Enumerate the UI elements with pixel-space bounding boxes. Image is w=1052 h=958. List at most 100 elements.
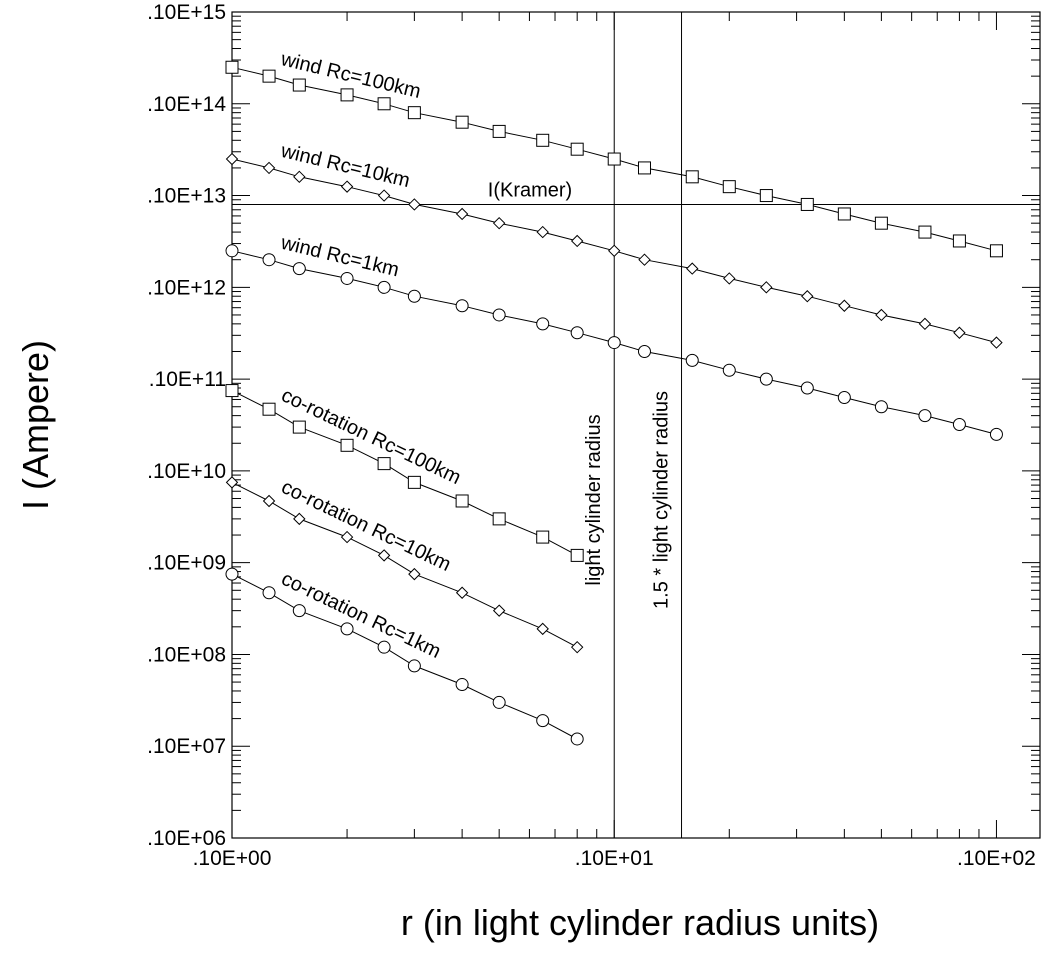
y-tick-label: .10E+08	[147, 643, 226, 666]
square-marker	[570, 142, 584, 156]
square-marker	[607, 152, 621, 166]
diamond-marker	[225, 476, 239, 489]
series-group	[225, 244, 1003, 441]
vertical-reference-label: light cylinder radius	[583, 414, 605, 585]
square-marker	[800, 197, 814, 211]
circle-marker	[225, 567, 239, 581]
circle-marker	[952, 418, 966, 432]
square-marker	[225, 60, 239, 74]
data-series	[225, 60, 1003, 746]
series-line	[231, 573, 578, 740]
circle-marker	[377, 280, 391, 294]
square-marker	[874, 216, 888, 230]
circle-marker	[759, 372, 773, 386]
diamond-marker	[340, 530, 354, 544]
square-marker	[952, 234, 966, 248]
y-tick-label: .10E+07	[147, 735, 226, 758]
series-line	[231, 390, 578, 556]
diamond-marker	[408, 198, 421, 211]
circle-marker	[455, 678, 469, 692]
diamond-marker	[262, 161, 276, 175]
circle-marker	[918, 409, 932, 423]
vertical-reference-label: 1.5 * light cylinder radius	[651, 391, 673, 609]
circle-marker	[637, 344, 651, 358]
circle-marker	[492, 695, 506, 709]
diamond-marker	[608, 244, 621, 258]
diamond-marker	[340, 180, 354, 193]
circle-marker	[407, 289, 421, 303]
diamond-marker	[760, 281, 773, 294]
horizontal-reference-label: I(Kramer)	[488, 179, 572, 201]
diamond-marker	[570, 640, 584, 654]
square-marker	[492, 124, 506, 138]
plot-frame	[231, 11, 1041, 839]
series-group	[225, 152, 1003, 349]
diamond-marker	[455, 586, 469, 599]
diamond-marker	[492, 604, 506, 617]
circle-marker	[292, 262, 306, 276]
circle-marker	[225, 244, 239, 258]
square-marker	[340, 88, 354, 102]
diamond-marker	[990, 336, 1003, 349]
square-marker	[455, 494, 469, 508]
circle-marker	[340, 622, 354, 636]
series-group	[225, 60, 1003, 258]
circle-marker	[536, 714, 550, 728]
square-marker	[918, 225, 932, 239]
circle-marker	[989, 427, 1003, 441]
diamond-marker	[686, 262, 699, 275]
diamond-marker	[377, 549, 391, 562]
diamond-marker	[838, 299, 851, 312]
square-marker	[536, 530, 550, 544]
circle-marker	[800, 381, 814, 395]
circle-marker	[837, 391, 851, 405]
diamond-marker	[570, 234, 584, 248]
diamond-marker	[492, 216, 506, 230]
square-marker	[455, 115, 469, 129]
square-marker	[262, 69, 276, 83]
circle-marker	[292, 604, 306, 618]
square-marker	[492, 512, 506, 526]
square-marker	[340, 438, 354, 452]
circle-marker	[607, 336, 621, 350]
square-marker	[637, 161, 651, 175]
diamond-marker	[293, 170, 306, 184]
y-tick-label: .10E+11	[149, 368, 226, 391]
x-tick-label: .10E+00	[193, 847, 272, 870]
square-marker	[292, 420, 306, 434]
y-tick-label: .10E+06	[147, 827, 226, 850]
diamond-marker	[536, 225, 549, 239]
square-marker	[407, 106, 421, 120]
diamond-marker	[377, 189, 391, 202]
circle-marker	[570, 732, 584, 746]
circle-marker	[262, 586, 276, 600]
y-axis-title: I (Ampere)	[15, 340, 56, 510]
series-group	[225, 567, 584, 746]
square-marker	[570, 548, 584, 562]
series-group	[225, 476, 584, 654]
square-marker	[262, 402, 276, 416]
y-tick-label: .10E+15	[147, 1, 226, 24]
square-marker	[225, 384, 239, 398]
circle-marker	[340, 271, 354, 285]
x-tick-label: .10E+01	[575, 847, 654, 870]
x-tick-label: .10E+02	[957, 847, 1036, 870]
circle-marker	[536, 317, 550, 331]
circle-marker	[407, 659, 421, 673]
axis-ticks: .10E+06 .10E+07 .10E+08 .10E+09 .10E+10 .10E+…	[147, 1, 1040, 870]
y-tick-label: .10E+12	[147, 276, 226, 299]
diamond-marker	[875, 308, 888, 322]
square-marker	[989, 244, 1003, 258]
circle-marker	[570, 326, 584, 340]
circle-marker	[722, 363, 736, 377]
square-marker	[377, 457, 391, 471]
diamond-marker	[262, 494, 276, 508]
diamond-marker	[638, 253, 651, 266]
diamond-marker	[953, 326, 966, 339]
diamond-marker	[408, 567, 421, 581]
diamond-marker	[801, 290, 814, 303]
y-tick-label: .10E+09	[147, 552, 226, 575]
circle-marker	[685, 353, 699, 367]
square-marker	[722, 180, 736, 194]
